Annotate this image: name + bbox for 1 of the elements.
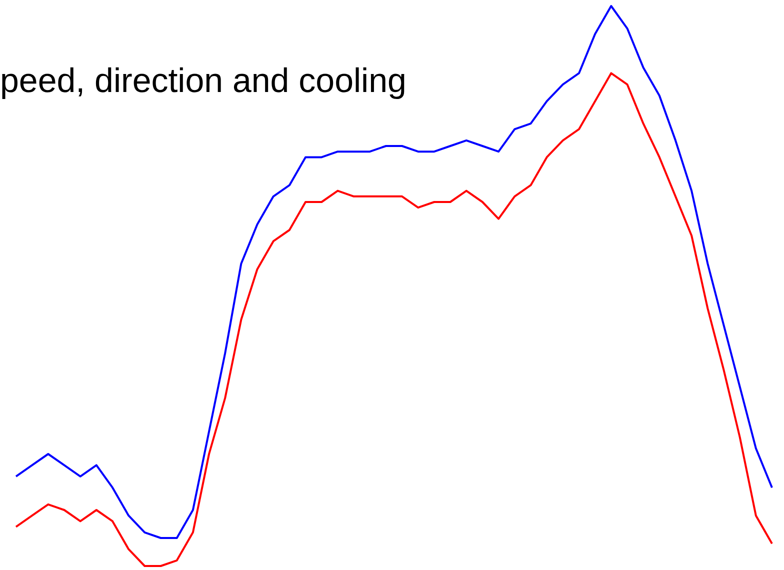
text: peed, direction and cooling — [0, 62, 406, 100]
